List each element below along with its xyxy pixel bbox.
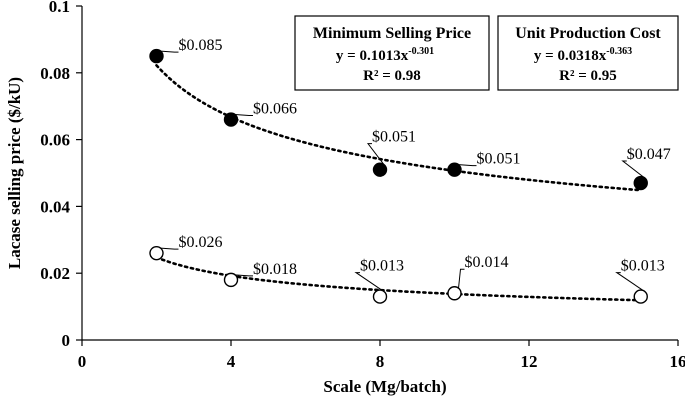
data-point-filled [149, 48, 164, 64]
data-labels: $0.085 $0.066 $0.051 $0.051 $0.047 $0.026 $0.0… [179, 37, 671, 278]
y-tick-label: 0.1 [49, 0, 70, 16]
data-point-filled [447, 162, 462, 177]
label-leader-line [458, 268, 465, 289]
trendline-equation-base: y = 0.0318x [534, 48, 607, 64]
data-point-open [372, 289, 388, 304]
data-label: $0.014 [465, 254, 509, 271]
label-leader-line [234, 274, 253, 277]
data-label: $0.047 [627, 146, 671, 163]
data-point-filled [223, 112, 239, 127]
label-leader-line [234, 114, 253, 117]
legend-box-title: Minimum Selling Price [313, 25, 471, 42]
x-tick-label: 0 [78, 352, 87, 371]
leader-lines [160, 50, 646, 292]
y-tick-label: 0 [62, 331, 71, 350]
x-ticks: 0 4 8 12 16 [78, 340, 685, 371]
label-leader-line [160, 247, 179, 250]
y-tick-label: 0.04 [40, 197, 70, 216]
label-leader-line [160, 50, 179, 53]
y-tick-label: 0.06 [40, 131, 70, 150]
trendline-equation: y = 0.0318x-0.363 [534, 46, 632, 64]
y-ticks: 0 0.02 0.04 0.06 0.08 0.1 [40, 0, 82, 350]
data-point-open [149, 245, 164, 261]
y-tick-label: 0.02 [40, 264, 70, 283]
legend-box-frame [294, 15, 490, 91]
trendline-equation-exponent: -0.301 [408, 46, 434, 57]
data-label: $0.085 [179, 37, 223, 54]
x-tick-label: 12 [521, 352, 538, 371]
data-label: $0.051 [477, 151, 521, 168]
label-leader-line [621, 160, 646, 179]
trendline-equation-base: y = 0.1013x [336, 48, 409, 64]
data-label: $0.026 [179, 234, 223, 251]
legend-box-minimum-selling-price: Minimum Selling Price y = 0.1013x-0.301 … [294, 15, 490, 91]
data-point-open [447, 286, 462, 301]
data-label: $0.013 [360, 258, 404, 275]
x-tick-label: 4 [227, 352, 236, 371]
label-leader-line [354, 272, 385, 292]
label-leader-line [366, 143, 385, 165]
x-tick-label: 8 [376, 352, 385, 371]
data-point-filled [633, 175, 648, 191]
data-label: $0.066 [253, 101, 297, 118]
legend-box-unit-production-cost: Unit Production Cost y = 0.0318x-0.363 R… [497, 15, 679, 91]
data-label: $0.018 [253, 261, 297, 278]
trendline-r-squared: R² = 0.95 [559, 68, 617, 84]
y-tick-label: 0.08 [40, 64, 70, 83]
trendline-r-squared: R² = 0.98 [363, 68, 421, 84]
data-points [149, 48, 648, 304]
data-label: $0.013 [621, 258, 665, 275]
legend-box-title: Unit Production Cost [515, 25, 661, 42]
trendline-equation: y = 0.1013x-0.301 [336, 46, 434, 64]
data-point-open [633, 289, 648, 304]
data-point-filled [372, 162, 388, 177]
x-axis-title: Scale (Mg/batch) [323, 377, 446, 396]
label-leader-line [615, 272, 646, 292]
data-point-open [223, 272, 239, 288]
x-tick-label: 16 [670, 352, 685, 371]
trendline-equation-exponent: -0.363 [606, 46, 632, 57]
y-axis-title: Lacase selling price ($/kU) [5, 77, 24, 269]
legend-box-frame [497, 15, 679, 91]
data-label: $0.051 [372, 129, 416, 146]
label-leader-line [458, 164, 477, 167]
